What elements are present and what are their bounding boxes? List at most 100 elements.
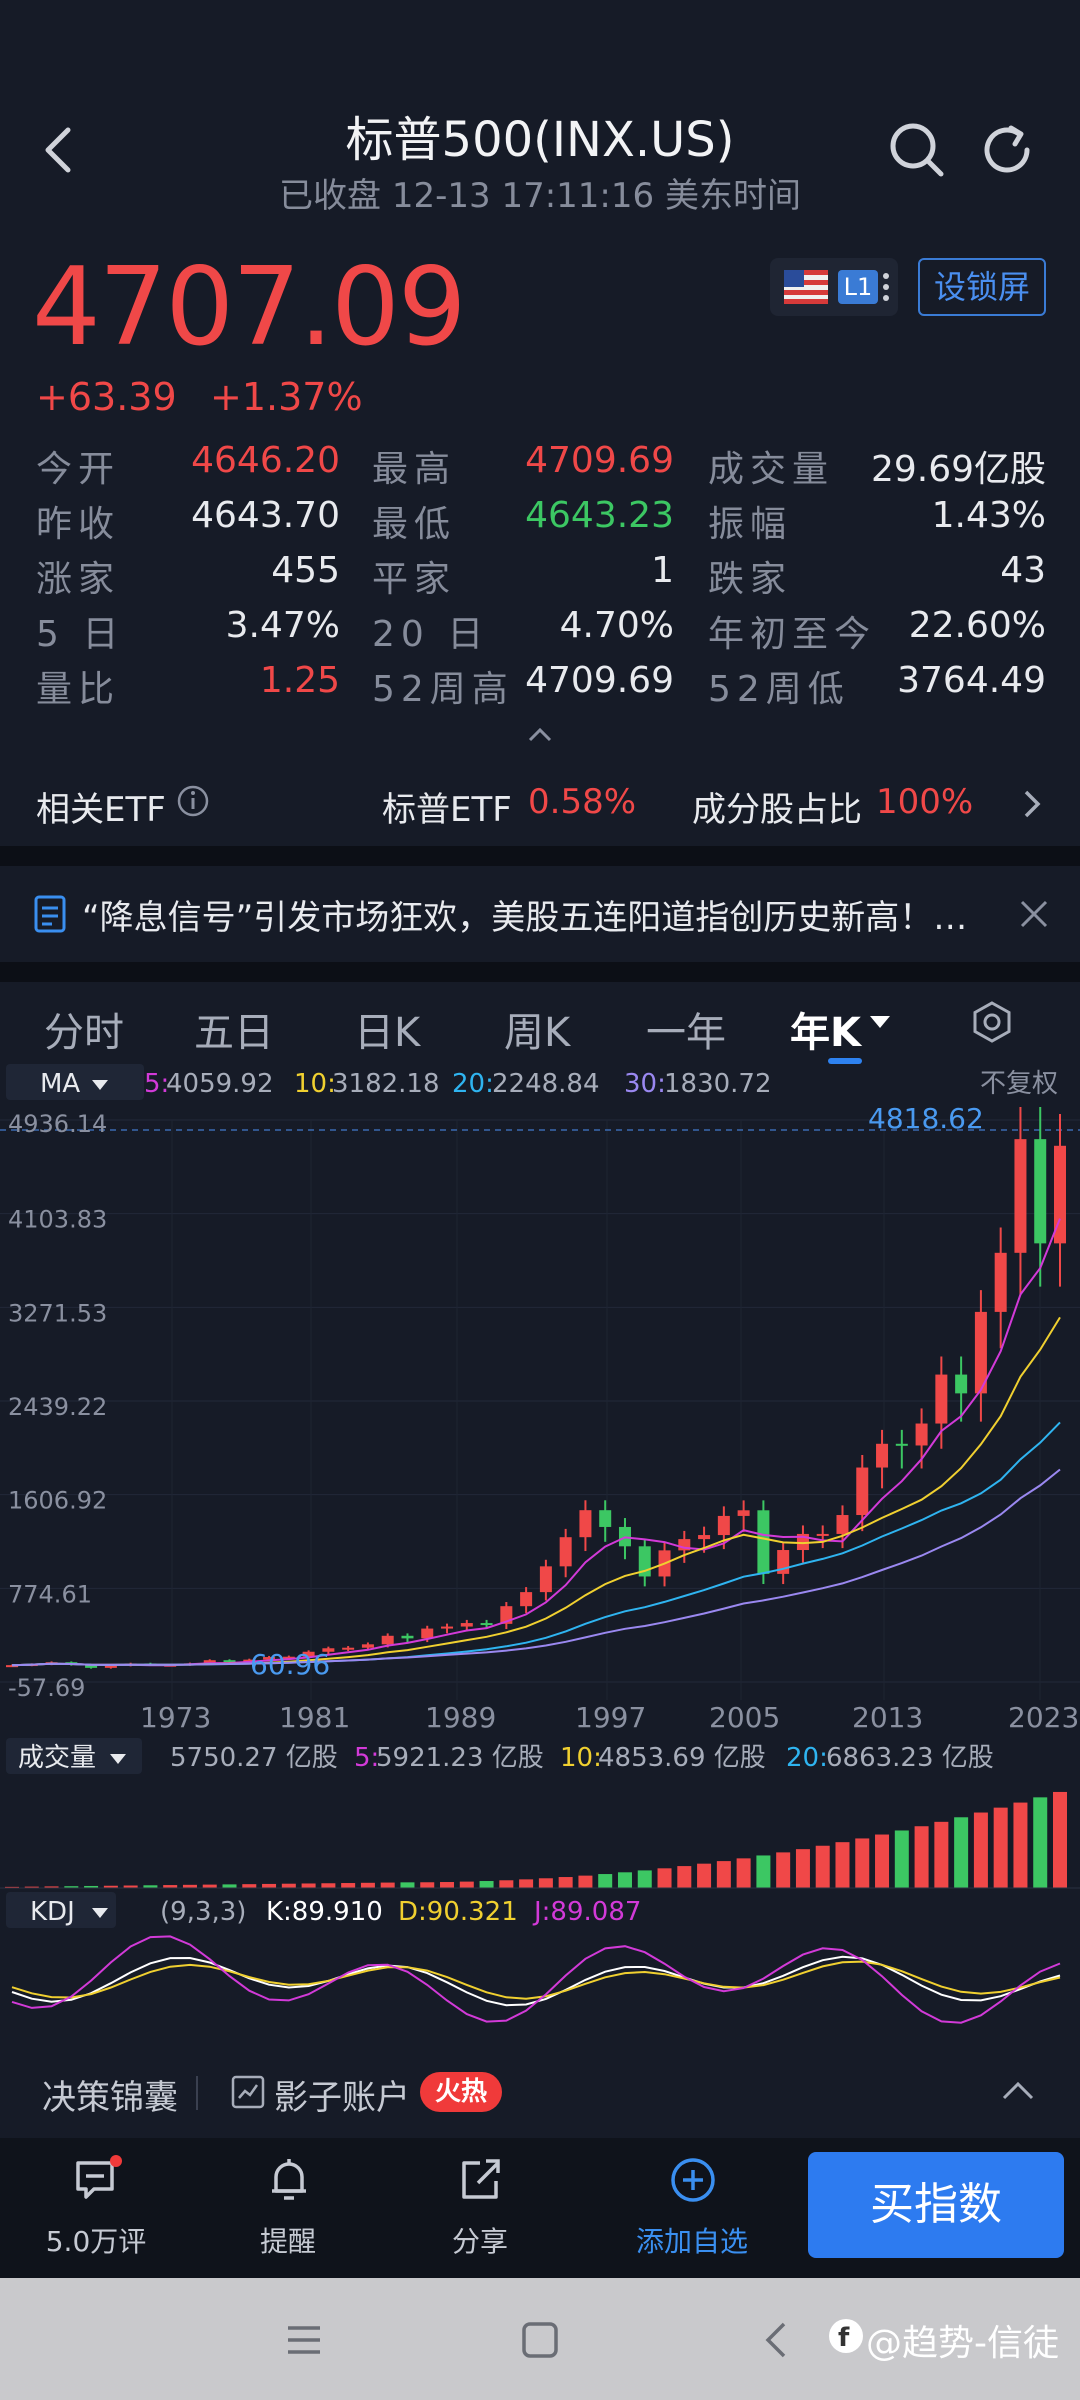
search-icon[interactable]	[885, 118, 949, 182]
tab-dropdown-icon[interactable]	[868, 1012, 892, 1032]
stat-label: 年初至今	[708, 614, 877, 655]
add-watchlist-label: 添加自选	[635, 2225, 748, 2258]
tab-5day[interactable]: 五日	[194, 1010, 274, 1056]
volume-bar	[657, 1868, 672, 1888]
kdj-dropdown-icon[interactable]	[92, 1908, 108, 1918]
stat-value: 4646.20	[191, 440, 340, 481]
volume-bar	[677, 1866, 692, 1888]
price-change: +63.39	[36, 375, 177, 419]
refresh-icon[interactable]	[975, 118, 1039, 182]
volume-bar	[934, 1821, 949, 1888]
volume-bar	[222, 1884, 237, 1888]
price-grid	[0, 1119, 1080, 1700]
kline-chart[interactable]: MA 5: 4059.92 10: 3182.18 20: 2248.84 30…	[0, 1060, 1080, 2050]
volume-bar	[637, 1870, 652, 1888]
stat-label: 涨家	[36, 559, 121, 600]
alert-label: 提醒	[259, 2225, 316, 2258]
stat-label: 最低	[372, 504, 457, 545]
candle-body	[520, 1592, 533, 1607]
tab-daily[interactable]: 日K	[354, 1010, 421, 1056]
tab-yearly[interactable]: 年K	[790, 1010, 861, 1056]
news-headline[interactable]: “降息信号”引发市场狂欢，美股五连阳道指创历史新高！…	[82, 898, 968, 938]
volume-dropdown-icon[interactable]	[110, 1754, 126, 1764]
candle-body	[579, 1510, 592, 1538]
volume-bar	[697, 1863, 712, 1888]
volume-selector[interactable]	[6, 1738, 142, 1774]
volume-bar	[242, 1884, 257, 1888]
kdj-selector[interactable]	[6, 1892, 116, 1928]
collapse-icon[interactable]	[520, 720, 560, 750]
market-status: 已收盘 12-13 17:11:16 美东时间	[279, 176, 801, 216]
kdj-line	[11, 1935, 1061, 2024]
volume-bar	[894, 1830, 909, 1888]
tab-intraday[interactable]: 分时	[44, 1010, 124, 1056]
vol5-key: 5:	[354, 1743, 379, 1773]
expand-up-icon[interactable]	[1000, 2076, 1036, 2106]
chevron-right-icon[interactable]	[1016, 784, 1046, 824]
add-watchlist-button[interactable]: 添加自选	[602, 2155, 782, 2265]
news-banner[interactable]: “降息信号”引发市场狂欢，美股五连阳道指创历史新高！…	[0, 866, 1080, 962]
candle-body	[1034, 1139, 1047, 1244]
share-button[interactable]: 分享	[390, 2155, 570, 2265]
stat-label: 振幅	[708, 504, 793, 545]
kdj-j: J:89.087	[532, 1897, 641, 1927]
volume-bar	[341, 1883, 356, 1888]
home-icon[interactable]	[520, 2320, 560, 2360]
candle-body	[816, 1533, 829, 1536]
x-tick-label: 2013	[852, 1701, 923, 1734]
candle-body	[895, 1443, 908, 1446]
volume-bar	[835, 1842, 850, 1888]
volume-bar	[400, 1882, 415, 1888]
stat-label: 平家	[372, 559, 457, 600]
ma-selector[interactable]	[6, 1064, 144, 1100]
chart-settings-icon[interactable]	[970, 1000, 1014, 1044]
system-nav-bar: f @趋势-信徒	[0, 2278, 1080, 2400]
volume-bar	[993, 1807, 1008, 1888]
volume-bar	[24, 1886, 39, 1888]
market-level-badge[interactable]: L1	[770, 258, 898, 316]
candle-body	[421, 1628, 434, 1639]
etf-row[interactable]: 相关ETF 标普ETF 0.58% 成分股占比 100%	[0, 762, 1080, 846]
stat-value: 1.43%	[931, 495, 1046, 536]
ma10-key: 10:	[294, 1069, 336, 1099]
stats-grid: 今开 4646.20 最高 4709.69 成交量 29.69亿股 昨收 4643.70 最低 4…	[0, 440, 1080, 720]
kdj-lines	[11, 1935, 1061, 2024]
adjust-mode[interactable]: 不复权	[980, 1069, 1058, 1099]
comments-button[interactable]: 5.0万评	[6, 2155, 186, 2265]
volume-bar	[420, 1882, 435, 1888]
menu-icon[interactable]	[284, 2320, 324, 2360]
back-nav-icon[interactable]	[756, 2320, 796, 2360]
stat-label: 昨收	[36, 504, 121, 545]
volume-bar	[301, 1883, 316, 1888]
candle-body	[381, 1635, 394, 1645]
volume-bar	[617, 1872, 632, 1888]
close-icon[interactable]	[1016, 896, 1052, 932]
x-tick-label: 1989	[425, 1701, 496, 1734]
component-label: 成分股占比	[692, 790, 862, 830]
volume-label: 成交量	[18, 1743, 96, 1773]
candle-body	[302, 1651, 315, 1657]
stat-label: 52周高	[372, 669, 514, 710]
y-tick-label: -57.69	[8, 1674, 85, 1702]
volume-bar	[558, 1877, 573, 1888]
stat-value: 4643.70	[191, 495, 340, 536]
volume-bar	[875, 1834, 890, 1888]
stat-value: 1.25	[259, 660, 340, 701]
ma-dropdown-icon[interactable]	[92, 1080, 108, 1090]
alert-button[interactable]: 提醒	[198, 2155, 378, 2265]
y-tick-label: 2439.22	[8, 1393, 107, 1421]
lockscreen-button[interactable]: 设锁屏	[918, 258, 1046, 316]
y-tick-label: 1606.92	[8, 1487, 107, 1515]
ma20-key: 20:	[452, 1069, 494, 1099]
tab-weekly[interactable]: 周K	[504, 1010, 571, 1056]
candle-body	[876, 1443, 889, 1468]
decision-kit-link[interactable]: 决策锦囊	[42, 2078, 178, 2118]
stat-label: 成交量	[708, 449, 835, 490]
back-icon[interactable]	[30, 120, 90, 180]
shadow-account-link[interactable]: 影子账户	[274, 2078, 410, 2118]
stat-label: 52周低	[708, 669, 850, 710]
tab-1year[interactable]: 一年	[646, 1010, 726, 1056]
buy-index-button[interactable]: 买指数	[808, 2152, 1064, 2258]
candle-body	[243, 1659, 256, 1662]
info-icon[interactable]	[176, 784, 210, 818]
